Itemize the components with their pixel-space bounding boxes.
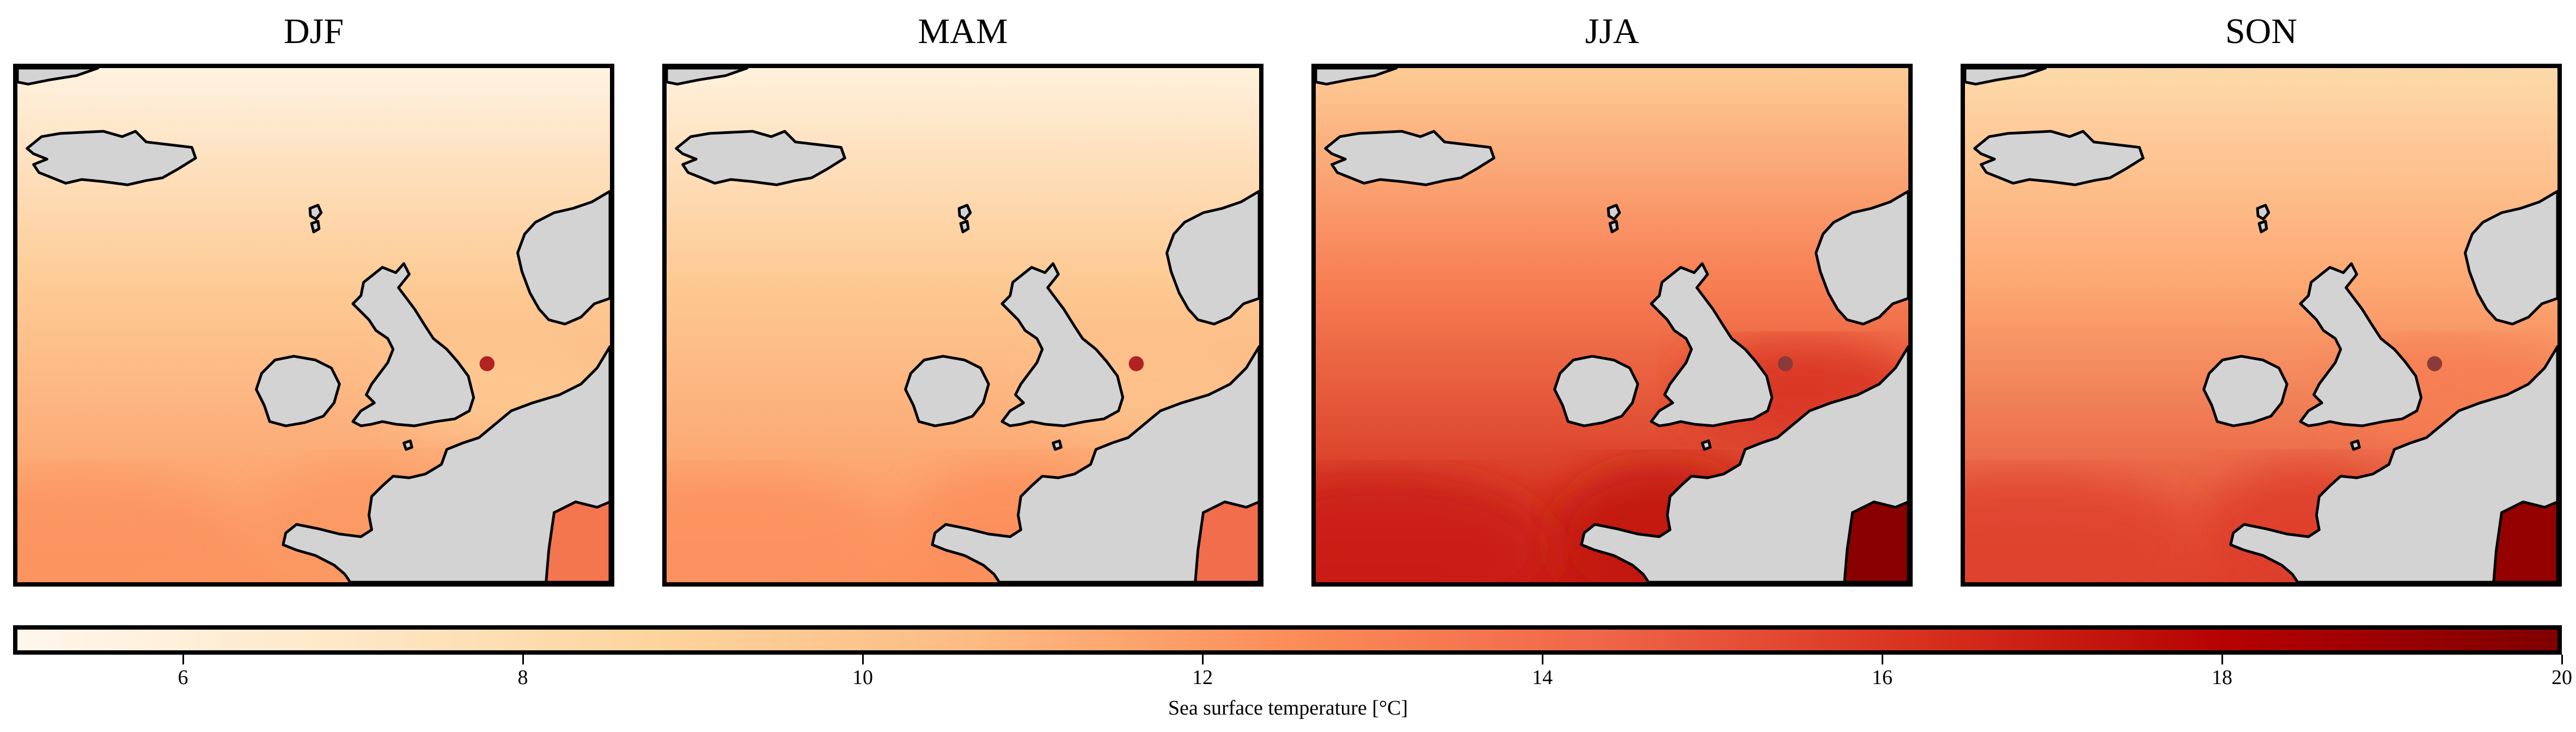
colorbar [13,625,2562,655]
mediterranean-sst [2492,500,2557,582]
land-norway [1815,190,1908,326]
land-ireland [255,355,341,428]
land-faroe [1607,204,1621,221]
land-norway [2464,190,2557,326]
colorbar-tick [1881,655,1883,664]
sst-field [1965,68,2557,582]
panel-mam: MAM [662,0,1263,588]
southwest-sst [667,475,903,582]
colorbar-tick-label: 18 [2212,666,2232,689]
colorbar-tick [2221,655,2223,664]
land-faroe [308,204,323,221]
sst-field [1316,68,1908,582]
land-iceland [26,130,197,186]
colorbar-label: Sea surface temperature [°C] [1168,697,1408,719]
land-iceland [1973,130,2145,186]
colorbar-tick-label: 14 [1532,666,1553,689]
land-britain [2299,262,2423,428]
land-norway [1165,190,1259,326]
land-greenland [1316,68,1398,86]
sst-field [667,68,1259,582]
colorbar-tick [862,655,864,664]
panel-title: SON [2225,11,2298,51]
colorbar-tick-label: 8 [517,666,528,689]
southwest-sst [17,475,254,582]
station-marker [1128,356,1144,371]
sst-map [662,64,1263,587]
land-greenland [1965,68,2047,86]
land-scotland-shetland [959,219,970,234]
station-marker [2427,356,2443,371]
colorbar-tick-label: 6 [178,666,188,689]
land-faroe [957,204,972,221]
land-scotland-shetland [310,219,321,234]
station-marker [1778,356,1793,371]
colorbar-tick [182,655,184,664]
land-scotland-shetland [2257,219,2268,234]
panel-son: SON [1961,0,2562,588]
station-marker [479,356,495,371]
colorbar-tick [1541,655,1543,664]
land-channel-isles [2350,439,2361,451]
land-iceland [1324,130,1495,186]
land-britain [1650,262,1774,428]
mediterranean-sst [1194,500,1259,582]
land-britain [351,262,475,428]
land-greenland [667,68,749,86]
land-continent [282,345,610,582]
colorbar-tick-label: 16 [1872,666,1893,689]
sst-map [1311,64,1913,587]
land-ireland [904,355,990,428]
panel-djf: DJF [13,0,614,588]
sst-field [17,68,610,582]
land-faroe [2256,204,2270,221]
panel-jja: JJA [1311,0,1913,588]
land-greenland [17,68,100,86]
colorbar-tick-label: 20 [2551,666,2572,689]
panel-title: MAM [918,11,1008,51]
land-iceland [675,130,846,186]
colorbar-tick-label: 12 [1192,666,1213,689]
colorbar-tick-label: 10 [852,666,873,689]
land-continent [1580,345,1908,582]
mediterranean-sst [545,500,610,582]
land-norway [516,190,610,326]
mediterranean-sst [1843,500,1908,582]
land-continent [931,345,1259,582]
panel-title: JJA [1585,11,1639,51]
sst-map [1961,64,2562,587]
colorbar-tick [2561,655,2563,664]
land-ireland [1553,355,1639,428]
southwest-sst [1316,475,1552,582]
land-channel-isles [1052,439,1063,451]
land-continent [2229,345,2557,582]
southwest-sst [1965,475,2201,582]
sst-map [13,64,614,587]
land-ireland [2202,355,2288,428]
panel-title: DJF [283,11,344,51]
land-scotland-shetland [1608,219,1619,234]
land-britain [1000,262,1125,428]
land-channel-isles [1701,439,1712,451]
colorbar-tick [522,655,524,664]
colorbar-tick [1201,655,1204,664]
land-channel-isles [402,439,413,451]
